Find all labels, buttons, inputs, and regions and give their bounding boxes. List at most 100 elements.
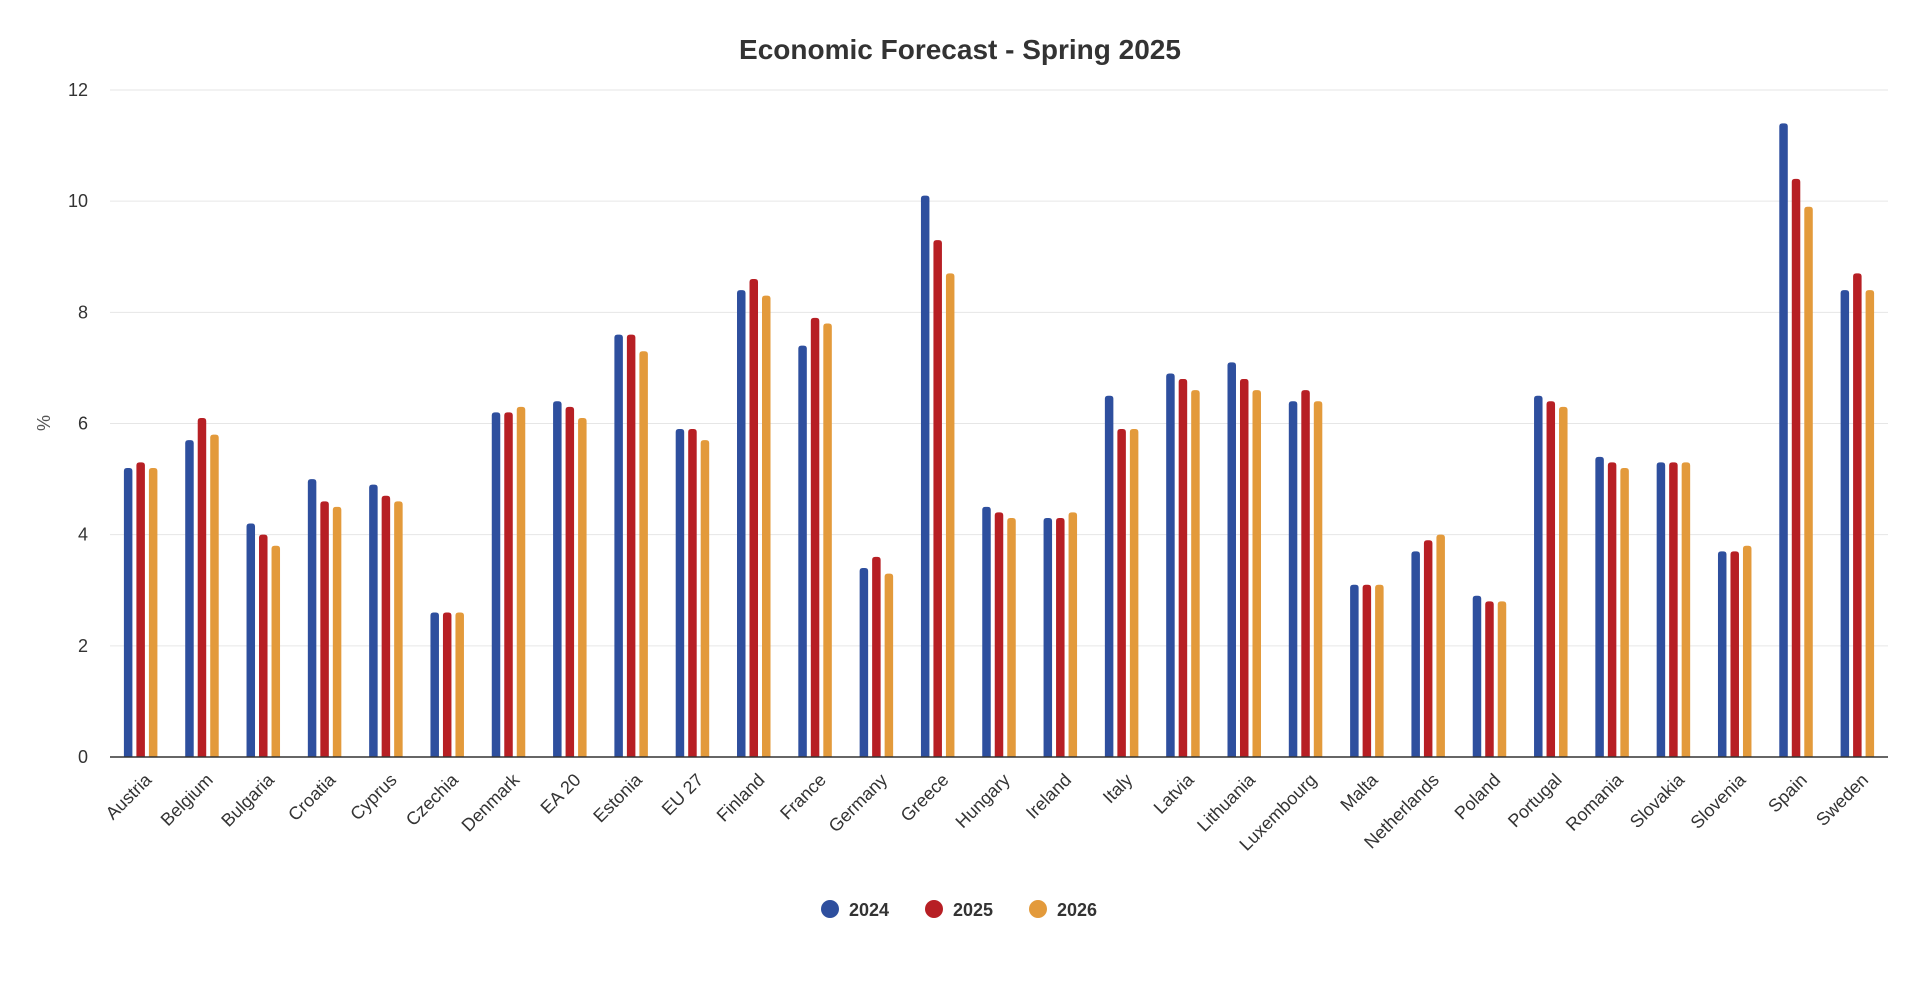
bar-2024-denmark[interactable] bbox=[491, 412, 501, 757]
bar-2024-poland[interactable] bbox=[1472, 595, 1482, 757]
bar-2025-estonia[interactable] bbox=[626, 334, 636, 757]
bar-2024-eu-27[interactable] bbox=[675, 429, 685, 757]
bar-2025-ea-20[interactable] bbox=[565, 406, 575, 757]
bar-2025-croatia[interactable] bbox=[320, 501, 329, 757]
bar-2024-croatia[interactable] bbox=[307, 479, 317, 757]
bar-2025-belgium[interactable] bbox=[197, 417, 207, 757]
legend-item-2026[interactable]: 2026 bbox=[1029, 900, 1097, 920]
bar-2025-czechia[interactable] bbox=[442, 612, 452, 757]
bar-2024-lithuania[interactable] bbox=[1227, 362, 1236, 757]
bar-2025-lithuania[interactable] bbox=[1239, 379, 1249, 757]
bar-2026-denmark[interactable] bbox=[516, 406, 526, 757]
bar-2024-ireland[interactable] bbox=[1043, 517, 1053, 757]
bar-2024-slovakia[interactable] bbox=[1656, 462, 1666, 757]
legend-item-2025[interactable]: 2025 bbox=[925, 900, 993, 920]
bar-2025-romania[interactable] bbox=[1607, 462, 1617, 757]
bar-2026-portugal[interactable] bbox=[1559, 406, 1568, 757]
x-tick-label: Austria bbox=[102, 769, 156, 823]
legend-label: 2024 bbox=[849, 900, 889, 920]
bar-2025-poland[interactable] bbox=[1485, 601, 1494, 757]
bar-2025-italy[interactable] bbox=[1117, 429, 1126, 757]
bar-2025-france[interactable] bbox=[810, 317, 820, 757]
bar-2024-germany[interactable] bbox=[859, 568, 869, 757]
bar-2024-latvia[interactable] bbox=[1166, 373, 1175, 757]
bar-2026-hungary[interactable] bbox=[1007, 517, 1016, 757]
bar-2026-malta[interactable] bbox=[1375, 584, 1384, 757]
bar-2025-germany[interactable] bbox=[872, 556, 881, 757]
bar-2024-hungary[interactable] bbox=[982, 506, 991, 757]
bar-2024-netherlands[interactable] bbox=[1411, 551, 1420, 757]
bar-2024-belgium[interactable] bbox=[185, 440, 194, 757]
legend-swatch bbox=[925, 900, 943, 918]
x-tick-label: Hungary bbox=[952, 770, 1014, 832]
bar-2026-croatia[interactable] bbox=[332, 506, 342, 757]
bar-2026-luxembourg[interactable] bbox=[1313, 401, 1323, 757]
x-tick-label: Sweden bbox=[1812, 770, 1872, 830]
bar-2026-cyprus[interactable] bbox=[394, 501, 403, 757]
bar-2025-greece[interactable] bbox=[933, 240, 942, 757]
bar-2024-greece[interactable] bbox=[920, 195, 930, 757]
bar-2025-latvia[interactable] bbox=[1178, 379, 1188, 757]
bar-2026-slovenia[interactable] bbox=[1742, 545, 1752, 757]
bar-2026-ea-20[interactable] bbox=[578, 417, 587, 757]
bar-2025-netherlands[interactable] bbox=[1423, 540, 1433, 757]
bar-2024-romania[interactable] bbox=[1595, 456, 1604, 757]
bar-2025-malta[interactable] bbox=[1362, 584, 1372, 757]
y-tick-label: 10 bbox=[68, 191, 88, 211]
bar-2025-ireland[interactable] bbox=[1056, 517, 1065, 757]
bar-2026-ireland[interactable] bbox=[1068, 512, 1078, 757]
legend: 2024 2025 2026 bbox=[821, 900, 1097, 920]
bar-2025-cyprus[interactable] bbox=[381, 495, 391, 757]
bar-2026-romania[interactable] bbox=[1620, 467, 1629, 757]
bar-2025-austria[interactable] bbox=[136, 462, 145, 757]
bar-2026-italy[interactable] bbox=[1129, 429, 1139, 757]
bar-2026-estonia[interactable] bbox=[639, 351, 648, 757]
x-tick-label: Spain bbox=[1764, 770, 1811, 817]
bar-2025-luxembourg[interactable] bbox=[1301, 390, 1310, 757]
bar-2025-spain[interactable] bbox=[1791, 178, 1801, 757]
bar-2024-cyprus[interactable] bbox=[369, 484, 378, 757]
bar-2024-spain[interactable] bbox=[1779, 123, 1788, 758]
bar-2026-spain[interactable] bbox=[1804, 206, 1813, 758]
legend-item-2024[interactable]: 2024 bbox=[821, 900, 889, 920]
bar-2025-finland[interactable] bbox=[749, 278, 759, 757]
bar-2026-germany[interactable] bbox=[884, 573, 894, 757]
bar-2026-eu-27[interactable] bbox=[700, 440, 710, 757]
bar-2024-france[interactable] bbox=[798, 345, 807, 757]
bar-2026-austria[interactable] bbox=[148, 467, 158, 757]
bar-2026-france[interactable] bbox=[823, 323, 832, 757]
bar-2025-bulgaria[interactable] bbox=[259, 534, 268, 757]
bar-2025-denmark[interactable] bbox=[504, 412, 513, 757]
bar-2024-slovenia[interactable] bbox=[1717, 551, 1727, 757]
bar-2026-belgium[interactable] bbox=[210, 434, 219, 757]
bar-2024-finland[interactable] bbox=[737, 290, 746, 757]
bar-2024-italy[interactable] bbox=[1104, 395, 1114, 757]
bar-2024-sweden[interactable] bbox=[1840, 290, 1850, 757]
bar-2024-austria[interactable] bbox=[123, 467, 133, 757]
bar-2026-finland[interactable] bbox=[762, 295, 771, 757]
bar-2025-slovakia[interactable] bbox=[1669, 462, 1678, 757]
bar-2026-slovakia[interactable] bbox=[1681, 462, 1691, 757]
bar-2026-lithuania[interactable] bbox=[1252, 390, 1261, 757]
bar-2026-greece[interactable] bbox=[945, 273, 955, 757]
bar-2025-sweden[interactable] bbox=[1853, 273, 1862, 757]
legend-swatch bbox=[821, 900, 839, 918]
bar-2026-latvia[interactable] bbox=[1191, 390, 1200, 757]
bar-2024-estonia[interactable] bbox=[614, 334, 623, 757]
bar-2024-luxembourg[interactable] bbox=[1288, 401, 1298, 757]
bar-2026-sweden[interactable] bbox=[1865, 290, 1875, 757]
bar-2024-czechia[interactable] bbox=[430, 612, 439, 757]
bar-2024-portugal[interactable] bbox=[1534, 395, 1543, 757]
bar-2026-czechia[interactable] bbox=[455, 612, 464, 757]
bar-2025-portugal[interactable] bbox=[1546, 401, 1556, 757]
bar-2024-bulgaria[interactable] bbox=[246, 523, 256, 757]
bar-2024-malta[interactable] bbox=[1350, 584, 1359, 757]
bar-2024-ea-20[interactable] bbox=[553, 401, 562, 757]
bar-2026-poland[interactable] bbox=[1497, 601, 1507, 757]
bar-2026-netherlands[interactable] bbox=[1436, 534, 1445, 757]
bar-2025-hungary[interactable] bbox=[994, 512, 1004, 757]
bar-2025-eu-27[interactable] bbox=[688, 429, 697, 757]
bar-2025-slovenia[interactable] bbox=[1730, 551, 1739, 757]
bar-2026-bulgaria[interactable] bbox=[271, 545, 281, 757]
legend-swatch bbox=[1029, 900, 1047, 918]
